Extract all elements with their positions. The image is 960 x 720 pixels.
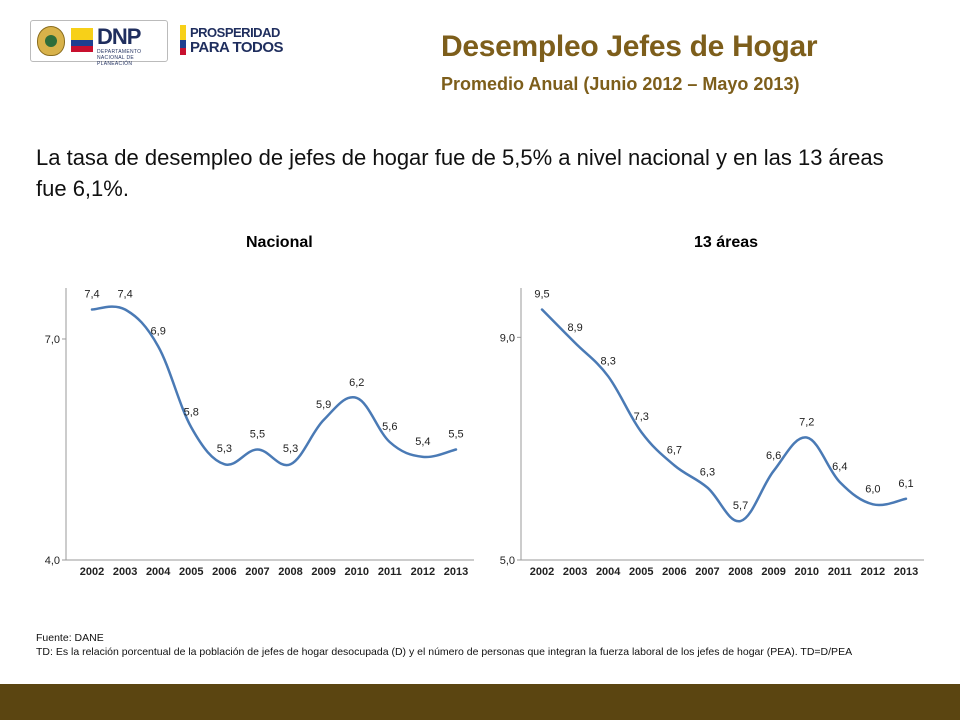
data-label: 7,4 bbox=[117, 289, 132, 301]
dnp-logo: DNP DEPARTAMENTO NACIONAL DE PLANEACIÓN bbox=[30, 20, 168, 67]
data-label: 6,1 bbox=[898, 478, 913, 490]
data-label: 8,3 bbox=[601, 355, 616, 367]
data-label: 5,8 bbox=[184, 406, 199, 418]
prosperidad-logo-line1: PROSPERIDAD bbox=[190, 25, 280, 40]
data-label: 6,6 bbox=[766, 450, 781, 462]
x-tick-label: 2013 bbox=[444, 566, 468, 578]
colombia-seal-icon bbox=[37, 26, 65, 56]
dnp-logo-subtext: DEPARTAMENTO NACIONAL DE PLANEACIÓN bbox=[97, 49, 142, 67]
x-tick-label: 2003 bbox=[563, 566, 587, 578]
x-tick-label: 2004 bbox=[146, 566, 171, 578]
x-tick-label: 2006 bbox=[212, 566, 236, 578]
data-label: 8,9 bbox=[567, 322, 582, 334]
x-tick-label: 2012 bbox=[411, 566, 435, 578]
source-note: Fuente: DANE TD: Es la relación porcentu… bbox=[36, 631, 866, 659]
y-tick-label: 9,0 bbox=[500, 332, 515, 344]
x-tick-label: 2008 bbox=[278, 566, 302, 578]
y-tick-label: 7,0 bbox=[45, 334, 60, 346]
data-label: 5,7 bbox=[733, 500, 748, 512]
chart-nacional: 4,0 7,0 2002 2003 2004 2005 2006 2007 2008 2009 20… bbox=[45, 288, 474, 578]
x-tick-label: 2012 bbox=[861, 566, 885, 578]
x-tick-label: 2005 bbox=[629, 566, 653, 578]
x-tick-label: 2003 bbox=[113, 566, 137, 578]
prosperidad-logo: PROSPERIDAD PARA TODOS bbox=[180, 22, 295, 58]
lead-text: La tasa de desempleo de jefes de hogar f… bbox=[36, 145, 884, 201]
data-label: 7,2 bbox=[799, 417, 814, 429]
x-tick-label: 2004 bbox=[596, 566, 621, 578]
x-tick-label: 2011 bbox=[828, 566, 852, 578]
page-title: Desempleo Jefes de Hogar bbox=[441, 30, 818, 63]
data-label: 5,4 bbox=[415, 436, 430, 448]
data-label: 5,3 bbox=[283, 443, 298, 455]
prosperidad-logo-line2: PARA TODOS bbox=[190, 39, 284, 56]
x-tick-label: 2013 bbox=[894, 566, 918, 578]
x-tick-label: 2005 bbox=[179, 566, 203, 578]
data-label: 5,3 bbox=[217, 443, 232, 455]
colombia-flag-icon bbox=[71, 28, 93, 52]
series-line bbox=[540, 308, 908, 523]
x-tick-label: 2009 bbox=[761, 566, 785, 578]
data-label: 5,6 bbox=[382, 421, 397, 433]
x-tick-label: 2008 bbox=[728, 566, 752, 578]
data-label: 6,7 bbox=[667, 444, 682, 456]
page-subtitle: Promedio Anual (Junio 2012 – Mayo 2013) bbox=[441, 74, 800, 94]
data-label: 6,3 bbox=[700, 467, 715, 479]
x-tick-label: 2009 bbox=[311, 566, 335, 578]
data-label: 5,5 bbox=[250, 428, 265, 440]
x-tick-label: 2010 bbox=[344, 566, 368, 578]
x-tick-label: 2011 bbox=[378, 566, 402, 578]
chart-title-13-areas: 13 áreas bbox=[694, 234, 759, 251]
bottom-bar bbox=[0, 684, 960, 720]
y-tick-label: 5,0 bbox=[500, 555, 515, 567]
data-label: 7,4 bbox=[84, 289, 99, 301]
data-label: 5,9 bbox=[316, 399, 331, 411]
y-tick-label: 4,0 bbox=[45, 555, 60, 567]
x-tick-label: 2002 bbox=[530, 566, 554, 578]
definition-line: TD: Es la relación porcentual de la pobl… bbox=[36, 646, 853, 658]
x-tick-label: 2007 bbox=[245, 566, 269, 578]
chart-13-areas: 5,0 9,0 2002 2003 2004 2005 2006 2007 2008 2009 20… bbox=[500, 288, 924, 578]
data-label: 6,4 bbox=[832, 461, 847, 473]
data-label: 9,5 bbox=[534, 289, 549, 301]
data-label: 6,0 bbox=[865, 483, 880, 495]
chart-title-nacional: Nacional bbox=[246, 234, 313, 251]
source-line: Fuente: DANE bbox=[36, 632, 104, 644]
prosperidad-flag-icon bbox=[180, 25, 186, 55]
data-label: 5,5 bbox=[448, 428, 463, 440]
x-tick-label: 2002 bbox=[80, 566, 104, 578]
x-tick-label: 2006 bbox=[662, 566, 686, 578]
data-label: 6,2 bbox=[349, 377, 364, 389]
x-tick-label: 2007 bbox=[695, 566, 719, 578]
data-label: 7,3 bbox=[634, 411, 649, 423]
data-label: 6,9 bbox=[151, 325, 166, 337]
x-tick-label: 2010 bbox=[794, 566, 818, 578]
series-line bbox=[90, 305, 458, 467]
dnp-logo-text: DNP bbox=[97, 24, 141, 49]
